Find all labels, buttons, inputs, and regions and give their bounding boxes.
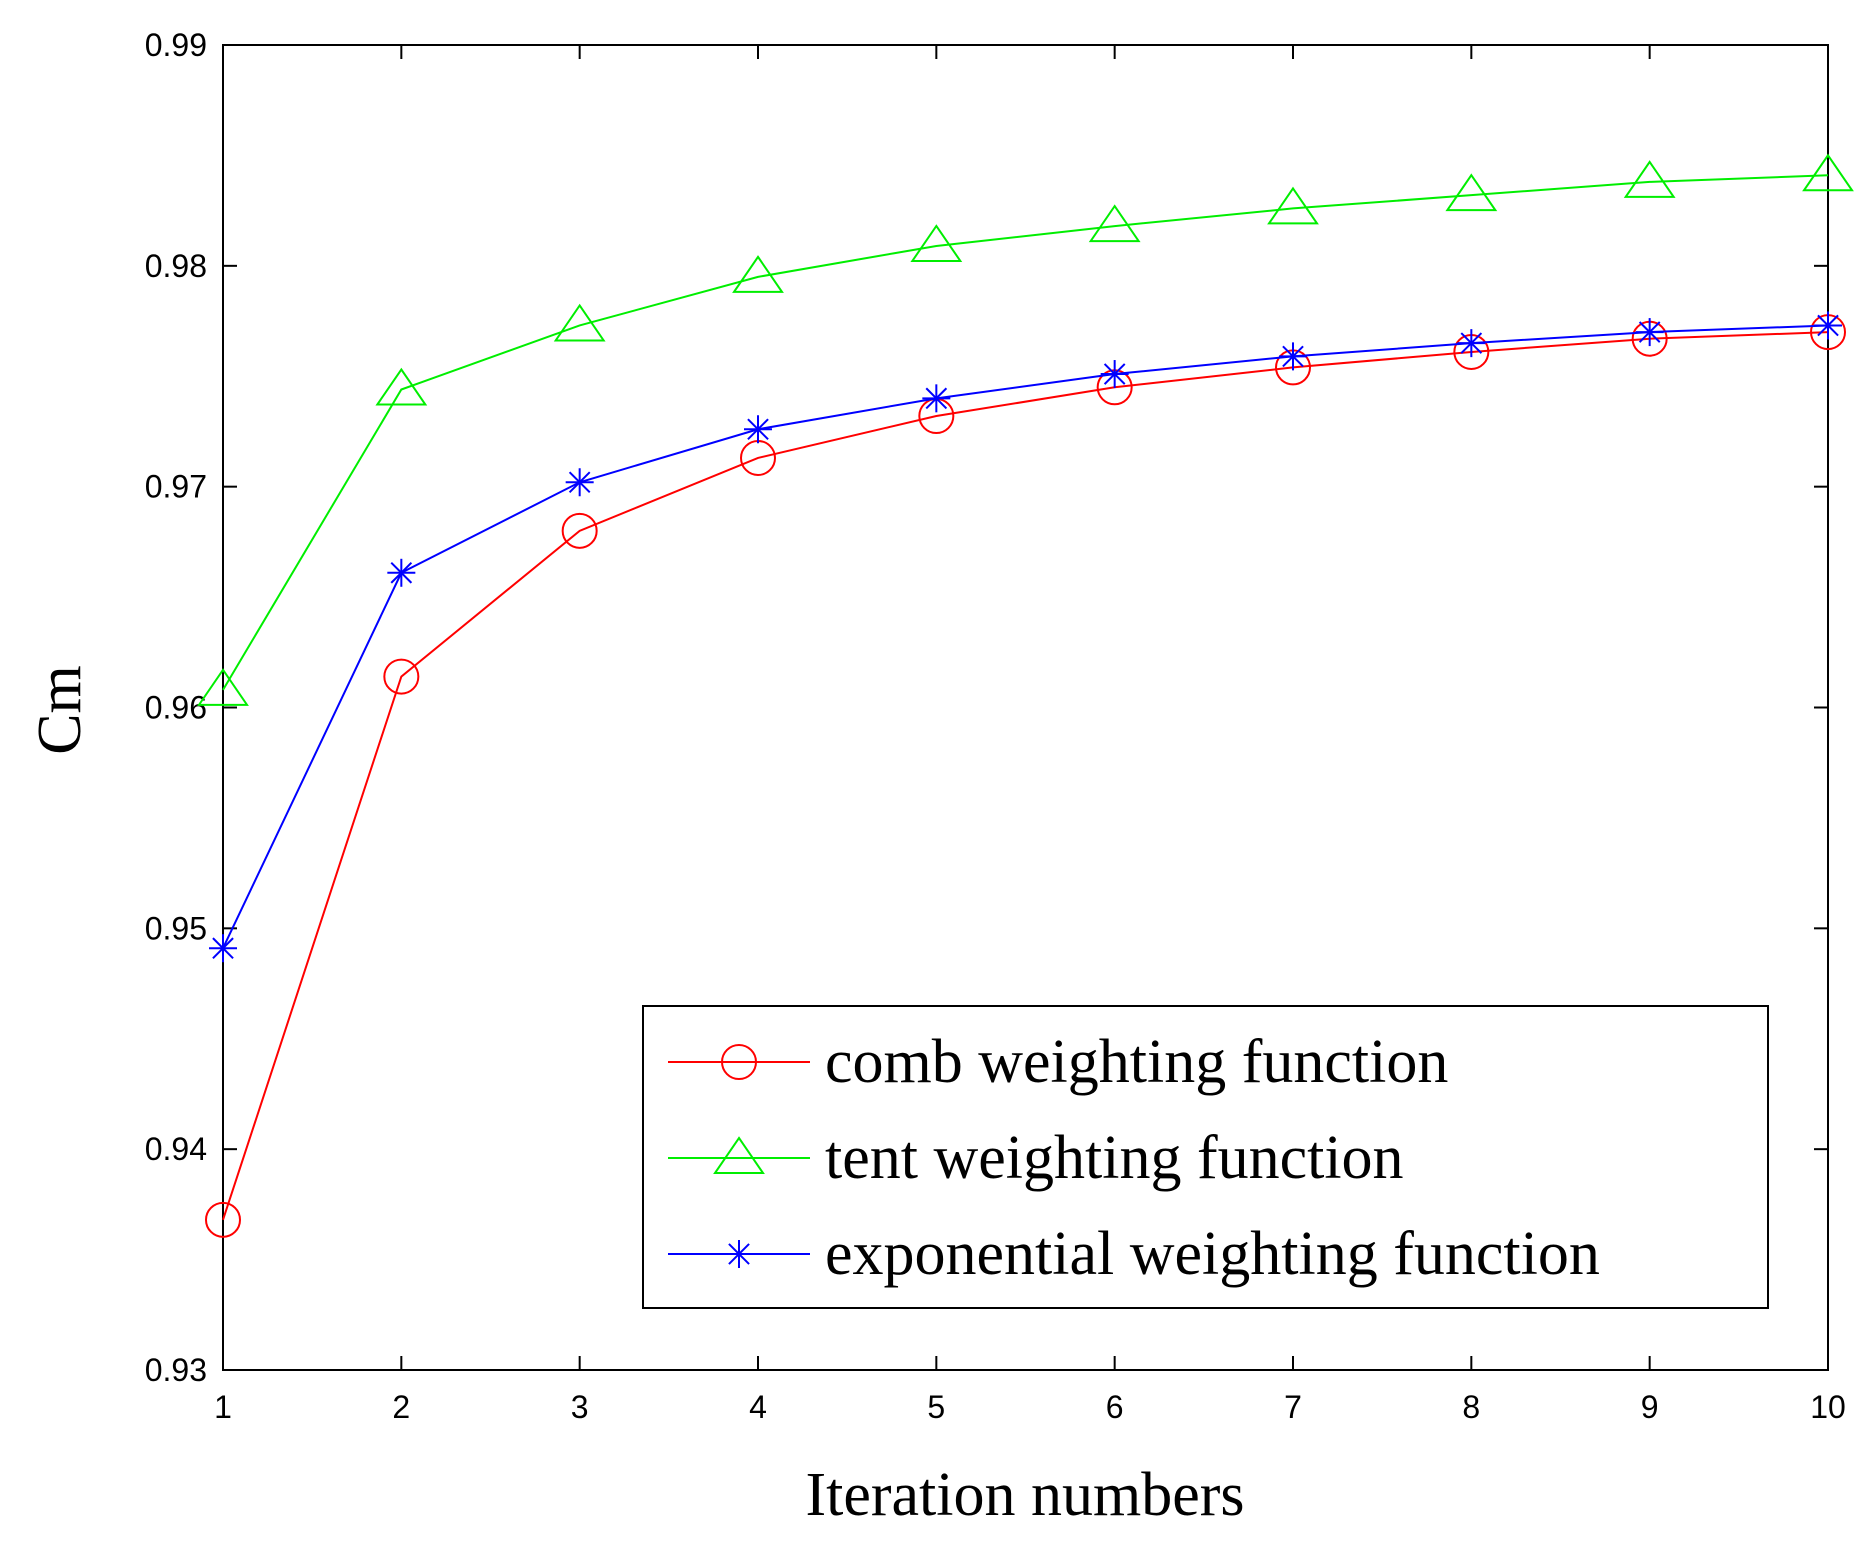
y-tick-label: 0.99 <box>145 27 207 63</box>
series-line <box>222 324 1829 949</box>
series-1 <box>205 314 1846 1238</box>
x-tick-label: 4 <box>749 1389 767 1425</box>
data-point <box>387 558 416 587</box>
x-tick-label: 6 <box>1106 1389 1124 1425</box>
data-point <box>383 658 420 695</box>
series-line <box>222 331 1829 1221</box>
data-point <box>732 255 784 293</box>
data-point <box>375 367 428 406</box>
data-point <box>910 224 963 262</box>
data-point <box>205 1201 241 1238</box>
legend-entry: comb weighting function <box>668 1028 1448 1096</box>
data-point <box>1088 204 1141 243</box>
series-3 <box>209 311 1842 963</box>
data-point <box>922 384 951 413</box>
y-tick-label: 0.94 <box>145 1131 207 1167</box>
x-tick-label: 7 <box>1284 1389 1302 1425</box>
legend-label: comb weighting function <box>825 1028 1448 1096</box>
legend-box <box>642 1005 1769 1309</box>
y-tick-label: 0.93 <box>145 1352 207 1388</box>
data-point <box>197 668 249 706</box>
data-point <box>725 1240 753 1268</box>
data-point <box>1457 329 1486 358</box>
y-axis-title: Cm <box>26 665 94 755</box>
data-point <box>721 1044 757 1080</box>
series-2 <box>197 153 1854 706</box>
x-tick-label: 8 <box>1462 1389 1480 1425</box>
y-tick-label: 0.96 <box>145 690 207 726</box>
x-tick-label: 10 <box>1810 1389 1846 1425</box>
legend-label: tent weighting function <box>825 1124 1404 1192</box>
x-tick-label: 2 <box>392 1389 410 1425</box>
legend-entry: exponential weighting function <box>668 1220 1600 1288</box>
series-line <box>222 174 1829 691</box>
x-tick-label: 1 <box>214 1389 232 1425</box>
data-point <box>565 468 594 497</box>
x-tick-label: 9 <box>1641 1389 1659 1425</box>
data-point <box>713 1136 765 1174</box>
y-tick-label: 0.97 <box>145 469 207 505</box>
x-axis-title: Iteration numbers <box>805 1461 1244 1529</box>
series-layer <box>197 153 1854 1238</box>
x-tick-label: 5 <box>927 1389 945 1425</box>
y-tick-label: 0.95 <box>145 910 207 946</box>
axis-ticks: 1 2 3 4 5 6 7 8 9 10 0.93 0.94 0.95 0.96 0.97 0.98 0.99 <box>145 27 1846 1425</box>
data-point <box>209 934 237 963</box>
legend-label: exponential weighting function <box>825 1220 1600 1288</box>
data-point <box>553 303 606 342</box>
data-point <box>1814 311 1842 340</box>
data-point <box>1623 160 1676 198</box>
data-point <box>561 512 598 549</box>
data-point <box>1100 360 1129 389</box>
data-point <box>1445 173 1498 212</box>
legend-entry: tent weighting function <box>668 1124 1404 1192</box>
data-point <box>1279 342 1307 371</box>
y-tick-label: 0.98 <box>145 248 207 284</box>
data-point <box>1635 318 1664 347</box>
x-tick-label: 3 <box>571 1389 589 1425</box>
data-point <box>1267 186 1319 225</box>
data-point <box>744 415 772 444</box>
data-point <box>1802 153 1854 192</box>
legend: comb weighting function tent weighting fu… <box>642 1005 1769 1309</box>
